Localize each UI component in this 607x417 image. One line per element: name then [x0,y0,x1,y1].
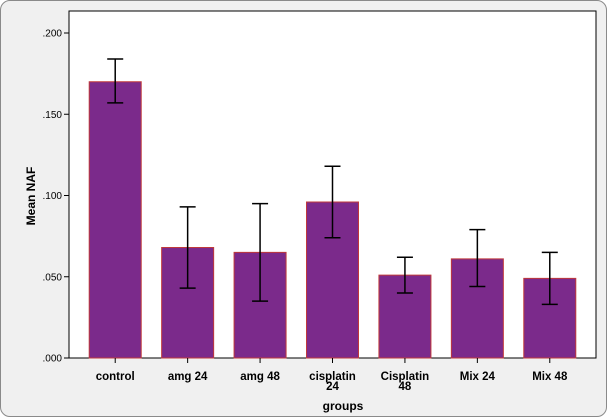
y-tick-label: .000 [43,354,63,365]
x-tick-label: control [96,371,135,383]
bar [88,81,142,359]
x-tick-label: amg 24 [168,371,208,383]
x-tick-label: Mix 24 [460,371,496,383]
x-axis-title: groups [323,399,364,413]
x-tick-label: cisplatin [309,371,356,383]
x-tick-label: 24 [326,381,339,393]
error-bars [107,58,558,306]
x-tick-label: Cisplatin [381,371,430,383]
y-axis: .000 .050 .100 .150 .200 [43,29,69,365]
y-tick-label: .050 [43,272,63,283]
y-tick-label: .150 [43,110,63,121]
y-tick-label: .100 [43,191,63,202]
x-tick-label: 48 [399,381,412,393]
bars [88,81,577,359]
y-axis-title: Mean NAF [24,167,38,226]
x-tick-label: Mix 48 [532,371,568,383]
x-tick-label: amg 48 [240,371,280,383]
y-tick-label: .200 [43,29,63,40]
